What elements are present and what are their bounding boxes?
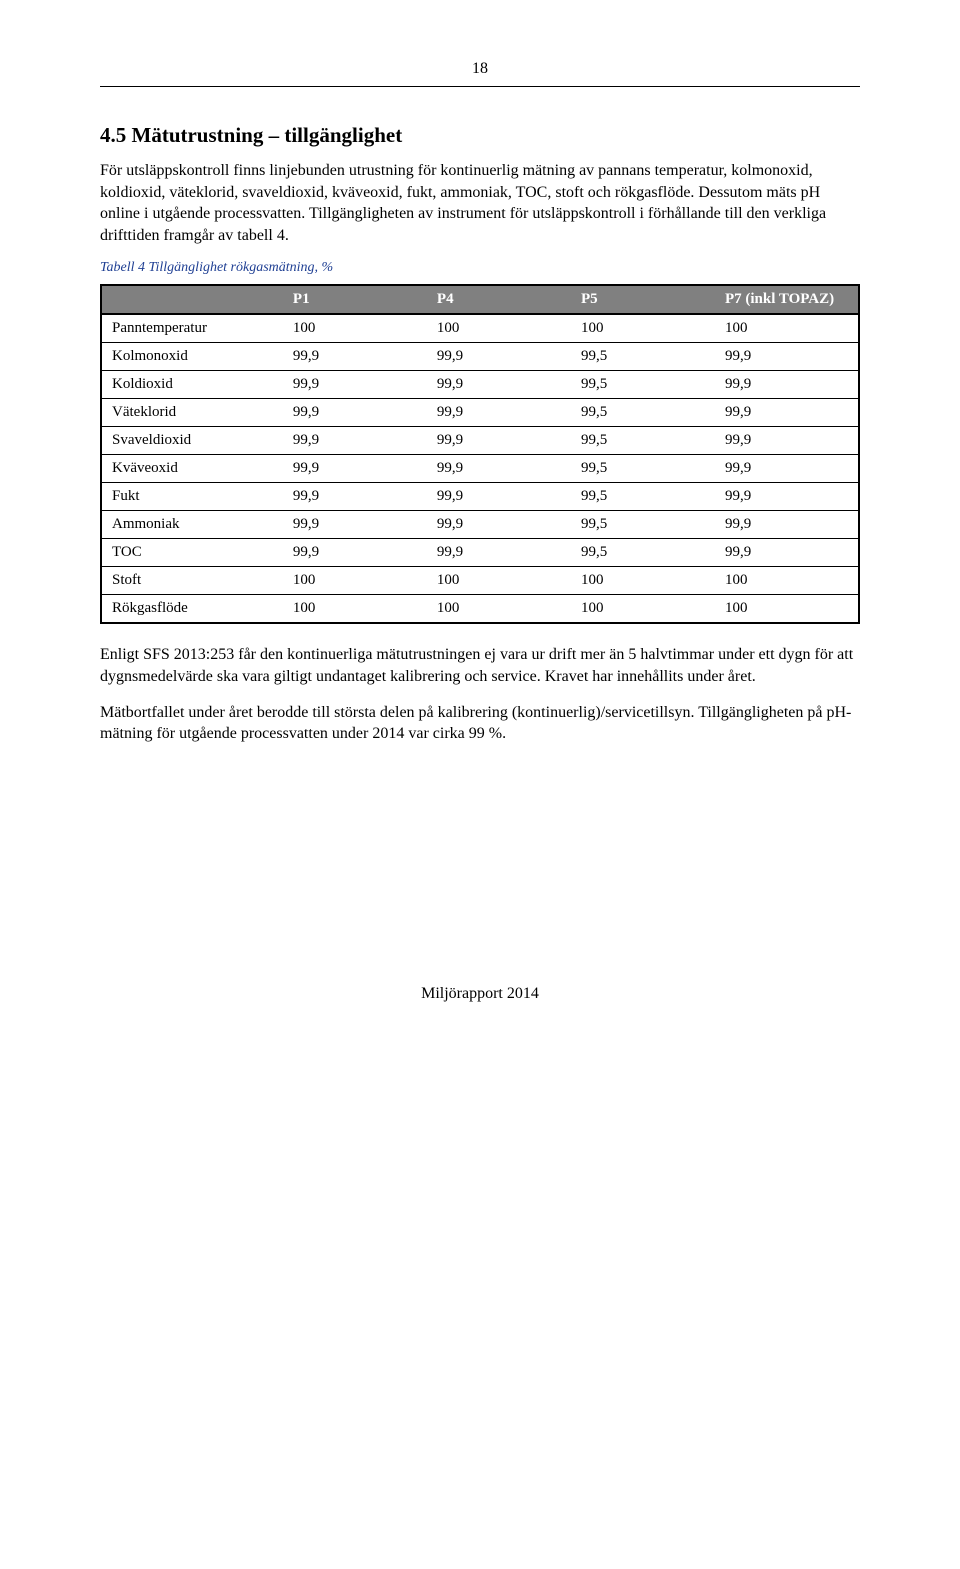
table-cell: 100	[571, 595, 715, 624]
table-cell: 99,5	[571, 539, 715, 567]
table-cell: Panntemperatur	[101, 314, 283, 343]
table-cell: Koldioxid	[101, 371, 283, 399]
table-row: Kolmonoxid99,999,999,599,9	[101, 343, 859, 371]
table-cell: 100	[715, 314, 859, 343]
table-cell: 99,9	[283, 455, 427, 483]
table-cell: 99,5	[571, 455, 715, 483]
table-cell: 99,9	[427, 511, 571, 539]
table-cell: Väteklorid	[101, 399, 283, 427]
table-cell: 99,5	[571, 483, 715, 511]
table-cell: Ammoniak	[101, 511, 283, 539]
table-cell: 99,9	[715, 455, 859, 483]
table-header-cell	[101, 285, 283, 314]
table-cell: 99,9	[283, 371, 427, 399]
table-cell: 99,9	[715, 399, 859, 427]
table-header-cell: P7 (inkl TOPAZ)	[715, 285, 859, 314]
table-cell: 99,9	[427, 539, 571, 567]
table-row: Väteklorid99,999,999,599,9	[101, 399, 859, 427]
table-cell: 99,9	[283, 483, 427, 511]
footer-text: Miljörapport 2014	[100, 985, 860, 1003]
table-cell: 99,9	[715, 343, 859, 371]
table-cell: Stoft	[101, 567, 283, 595]
paragraph-3: Mätbortfallet under året berodde till st…	[100, 702, 860, 745]
table-cell: 100	[427, 314, 571, 343]
table-row: Rökgasflöde100100100100	[101, 595, 859, 624]
table-header-cell: P4	[427, 285, 571, 314]
table-row: Koldioxid99,999,999,599,9	[101, 371, 859, 399]
table-cell: 99,9	[283, 427, 427, 455]
table-cell: 100	[283, 314, 427, 343]
table-cell: 99,9	[283, 511, 427, 539]
table-cell: 99,9	[427, 483, 571, 511]
table-row: TOC99,999,999,599,9	[101, 539, 859, 567]
table-cell: 100	[283, 595, 427, 624]
table-cell: Svaveldioxid	[101, 427, 283, 455]
table-cell: 100	[427, 567, 571, 595]
table-cell: Kväveoxid	[101, 455, 283, 483]
page: 18 4.5 Mätutrustning – tillgänglighet Fö…	[0, 0, 960, 1063]
table-cell: 99,9	[715, 511, 859, 539]
table-cell: 99,9	[715, 427, 859, 455]
table-cell: 99,5	[571, 343, 715, 371]
paragraph-2: Enligt SFS 2013:253 får den kontinuerlig…	[100, 644, 860, 687]
table-cell: 99,5	[571, 371, 715, 399]
table-body: Panntemperatur100100100100Kolmonoxid99,9…	[101, 314, 859, 623]
table-cell: 100	[715, 595, 859, 624]
table-cell: 100	[283, 567, 427, 595]
availability-table: P1 P4 P5 P7 (inkl TOPAZ) Panntemperatur1…	[100, 284, 860, 624]
table-row: Kväveoxid99,999,999,599,9	[101, 455, 859, 483]
table-cell: Fukt	[101, 483, 283, 511]
table-cell: Rökgasflöde	[101, 595, 283, 624]
table-cell: 99,9	[283, 539, 427, 567]
table-cell: 100	[571, 567, 715, 595]
table-cell: TOC	[101, 539, 283, 567]
table-row: Stoft100100100100	[101, 567, 859, 595]
table-cell: 99,9	[427, 455, 571, 483]
table-cell: 99,5	[571, 399, 715, 427]
table-header-cell: P5	[571, 285, 715, 314]
table-cell: Kolmonoxid	[101, 343, 283, 371]
table-caption: Tabell 4 Tillgänglighet rökgasmätning, %	[100, 260, 860, 276]
table-header-row: P1 P4 P5 P7 (inkl TOPAZ)	[101, 285, 859, 314]
table-cell: 99,9	[715, 483, 859, 511]
table-cell: 100	[571, 314, 715, 343]
table-cell: 99,9	[283, 343, 427, 371]
table-row: Svaveldioxid99,999,999,599,9	[101, 427, 859, 455]
paragraph-1: För utsläppskontroll finns linjebunden u…	[100, 160, 860, 246]
table-cell: 100	[715, 567, 859, 595]
table-cell: 99,9	[427, 427, 571, 455]
table-cell: 100	[427, 595, 571, 624]
section-heading: 4.5 Mätutrustning – tillgänglighet	[100, 123, 860, 148]
table-cell: 99,5	[571, 427, 715, 455]
table-cell: 99,9	[427, 343, 571, 371]
table-row: Fukt99,999,999,599,9	[101, 483, 859, 511]
header-rule	[100, 86, 860, 87]
page-number: 18	[100, 60, 860, 78]
table-cell: 99,9	[715, 539, 859, 567]
table-header-cell: P1	[283, 285, 427, 314]
table-cell: 99,9	[427, 399, 571, 427]
table-cell: 99,9	[427, 371, 571, 399]
table-row: Panntemperatur100100100100	[101, 314, 859, 343]
table-row: Ammoniak99,999,999,599,9	[101, 511, 859, 539]
table-cell: 99,9	[715, 371, 859, 399]
table-cell: 99,9	[283, 399, 427, 427]
table-cell: 99,5	[571, 511, 715, 539]
